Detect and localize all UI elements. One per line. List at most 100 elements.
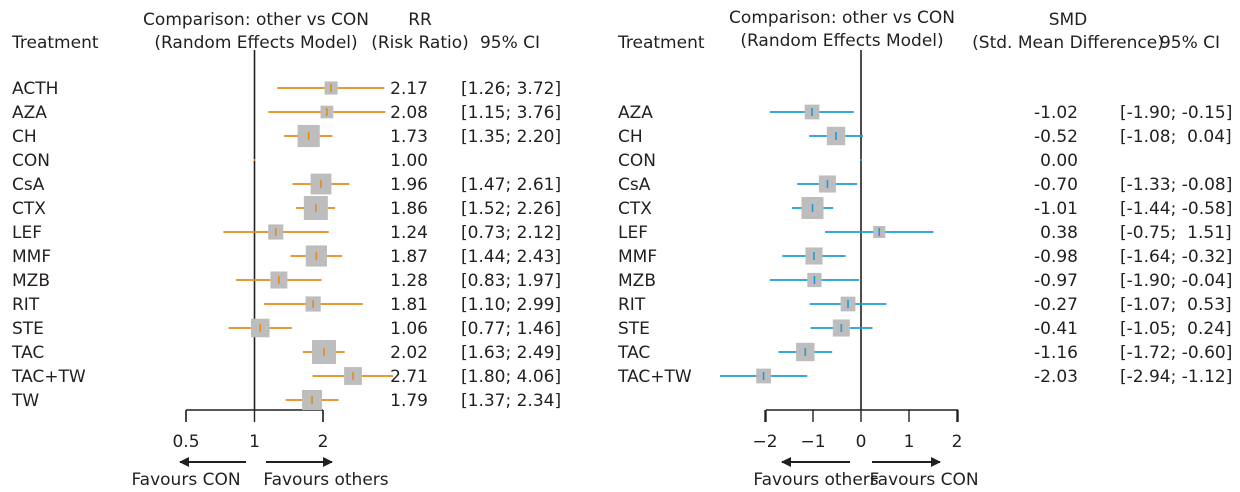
left-row-ci: [0.77; 1.46] [461, 319, 561, 339]
left-panel-footer: Favours CON Favours others [131, 470, 388, 490]
right-row-estimate: -0.70 [1034, 175, 1078, 195]
left-row-treatment: CH [12, 127, 37, 147]
left-row-ci: [1.15; 3.76] [461, 103, 561, 123]
left-row-estimate: 1.06 [390, 319, 428, 339]
right-header-measure-line2: (Std. Mean Difference) [972, 33, 1164, 53]
right-row-ci: [-1.44; -0.58] [1120, 199, 1232, 219]
right-header-comparison-line1: Comparison: other vs CON [729, 8, 955, 28]
right-row-ci: [-2.94; -1.12] [1120, 367, 1232, 387]
right-header-ci: 95% CI [1160, 33, 1220, 53]
left-row-treatment: ACTH [12, 79, 58, 99]
left-row-treatment: CTX [12, 199, 46, 219]
left-row-ci: [1.35; 2.20] [461, 127, 561, 147]
left-row-ci: [1.63; 2.49] [461, 343, 561, 363]
right-row-ci: [-1.72; -0.60] [1120, 343, 1232, 363]
left-row-treatment: TAC [11, 343, 44, 363]
right-row-ci: [-1.07; 0.53] [1120, 295, 1232, 315]
right-row-estimate: 0.38 [1040, 223, 1078, 243]
left-row-treatment: MMF [12, 247, 51, 267]
left-row-treatment: RIT [12, 295, 40, 315]
right-row-ci: [-0.75; 1.51] [1120, 223, 1232, 243]
right-row-treatment: STE [618, 319, 650, 339]
left-x-tick-label: 1 [249, 432, 260, 452]
left-favours-right-label: Favours others [263, 470, 388, 490]
right-x-tick-label: 2 [952, 432, 963, 452]
right-row-ci: [-1.64; -0.32] [1120, 247, 1232, 267]
left-row-estimate: 1.28 [390, 271, 428, 291]
right-row-treatment: AZA [618, 103, 653, 123]
left-row-treatment: CON [12, 151, 50, 171]
right-row-ci: [-1.05; 0.24] [1120, 319, 1232, 339]
right-favours-right-label: Favours CON [869, 470, 978, 490]
right-x-tick-label: 1 [904, 432, 915, 452]
left-row-estimate: 2.17 [390, 79, 428, 99]
left-row-estimate: 1.73 [390, 127, 428, 147]
right-row-treatment: MZB [618, 271, 656, 291]
left-row-ci: [1.80; 4.06] [461, 367, 561, 387]
right-row-ci: [-1.08; 0.04] [1120, 127, 1232, 147]
left-row-ci: [1.37; 2.34] [461, 391, 561, 411]
right-row-estimate: -0.41 [1034, 319, 1078, 339]
right-x-tick-label: −1 [800, 432, 825, 452]
left-forest-plot: 0.5 1 2 ACTH 2.17 [1.26; 3.72] AZA 2.08 [1.15; 3… [11, 50, 561, 467]
left-row-estimate: 2.08 [390, 103, 428, 123]
left-header-measure-line1: RR [408, 10, 432, 30]
left-row-treatment: TAC+TW [11, 367, 86, 387]
left-row-treatment: AZA [12, 103, 47, 123]
left-x-tick-label: 2 [318, 432, 329, 452]
left-row-estimate: 1.00 [390, 151, 428, 171]
right-header-treatment: Treatment [617, 33, 705, 53]
left-row-treatment: STE [12, 319, 44, 339]
right-row-treatment: CON [618, 151, 656, 171]
left-row-estimate: 1.79 [390, 391, 428, 411]
right-row-treatment: CH [618, 127, 643, 147]
right-row-estimate: -0.52 [1034, 127, 1078, 147]
right-row-ci: [-1.90; -0.15] [1120, 103, 1232, 123]
left-row-estimate: 1.96 [390, 175, 428, 195]
left-favours-left-label: Favours CON [131, 470, 240, 490]
right-row-estimate: -0.97 [1034, 271, 1078, 291]
left-row-ci: [1.10; 2.99] [461, 295, 561, 315]
left-row-ci: [0.83; 1.97] [461, 271, 561, 291]
left-header-comparison-line2: (Random Effects Model) [154, 33, 357, 53]
right-row-treatment: RIT [618, 295, 646, 315]
right-header-comparison-line2: (Random Effects Model) [740, 31, 943, 51]
left-row-treatment: MZB [12, 271, 50, 291]
right-forest-plot: −2 −1 0 1 2 AZA -1.02 [-1.90; -0.15] CH -0.52 [-1.… [617, 50, 1232, 467]
right-row-treatment: LEF [618, 223, 648, 243]
right-row-estimate: -2.03 [1034, 367, 1078, 387]
right-panel-footer: Favours others Favours CON [753, 470, 978, 490]
right-x-tick-label: 0 [856, 432, 867, 452]
right-row-estimate: -1.16 [1034, 343, 1078, 363]
left-row-ci: [1.47; 2.61] [461, 175, 561, 195]
right-header-measure-line1: SMD [1049, 10, 1088, 30]
left-row-estimate: 1.81 [390, 295, 428, 315]
left-row-estimate: 1.24 [390, 223, 428, 243]
right-row-ci: [-1.90; -0.04] [1120, 271, 1232, 291]
right-x-tick-label: −2 [752, 432, 777, 452]
right-row-treatment: MMF [618, 247, 657, 267]
left-header-ci: 95% CI [480, 33, 540, 53]
left-row-ci: [1.44; 2.43] [461, 247, 561, 267]
left-panel-header: Treatment Comparison: other vs CON (Rand… [11, 10, 540, 53]
right-row-treatment: CsA [618, 175, 651, 195]
right-row-estimate: -0.27 [1034, 295, 1078, 315]
left-header-comparison-line1: Comparison: other vs CON [143, 10, 369, 30]
right-row-treatment: CTX [618, 199, 652, 219]
right-row-ci: [-1.33; -0.08] [1120, 175, 1232, 195]
left-row-ci: [0.73; 2.12] [461, 223, 561, 243]
left-row-ci: [1.26; 3.72] [461, 79, 561, 99]
right-row-treatment: TAC [617, 343, 650, 363]
right-panel-header: Treatment Comparison: other vs CON (Rand… [617, 8, 1220, 53]
right-row-estimate: -0.98 [1034, 247, 1078, 267]
right-row-estimate: 0.00 [1040, 151, 1078, 171]
left-row-estimate: 2.71 [390, 367, 428, 387]
right-row-treatment: TAC+TW [617, 367, 692, 387]
right-row-estimate: -1.02 [1034, 103, 1078, 123]
left-row-ci: [1.52; 2.26] [461, 199, 561, 219]
left-row-estimate: 1.86 [390, 199, 428, 219]
left-header-treatment: Treatment [11, 33, 99, 53]
left-row-treatment: TW [11, 391, 39, 411]
left-row-estimate: 1.87 [390, 247, 428, 267]
